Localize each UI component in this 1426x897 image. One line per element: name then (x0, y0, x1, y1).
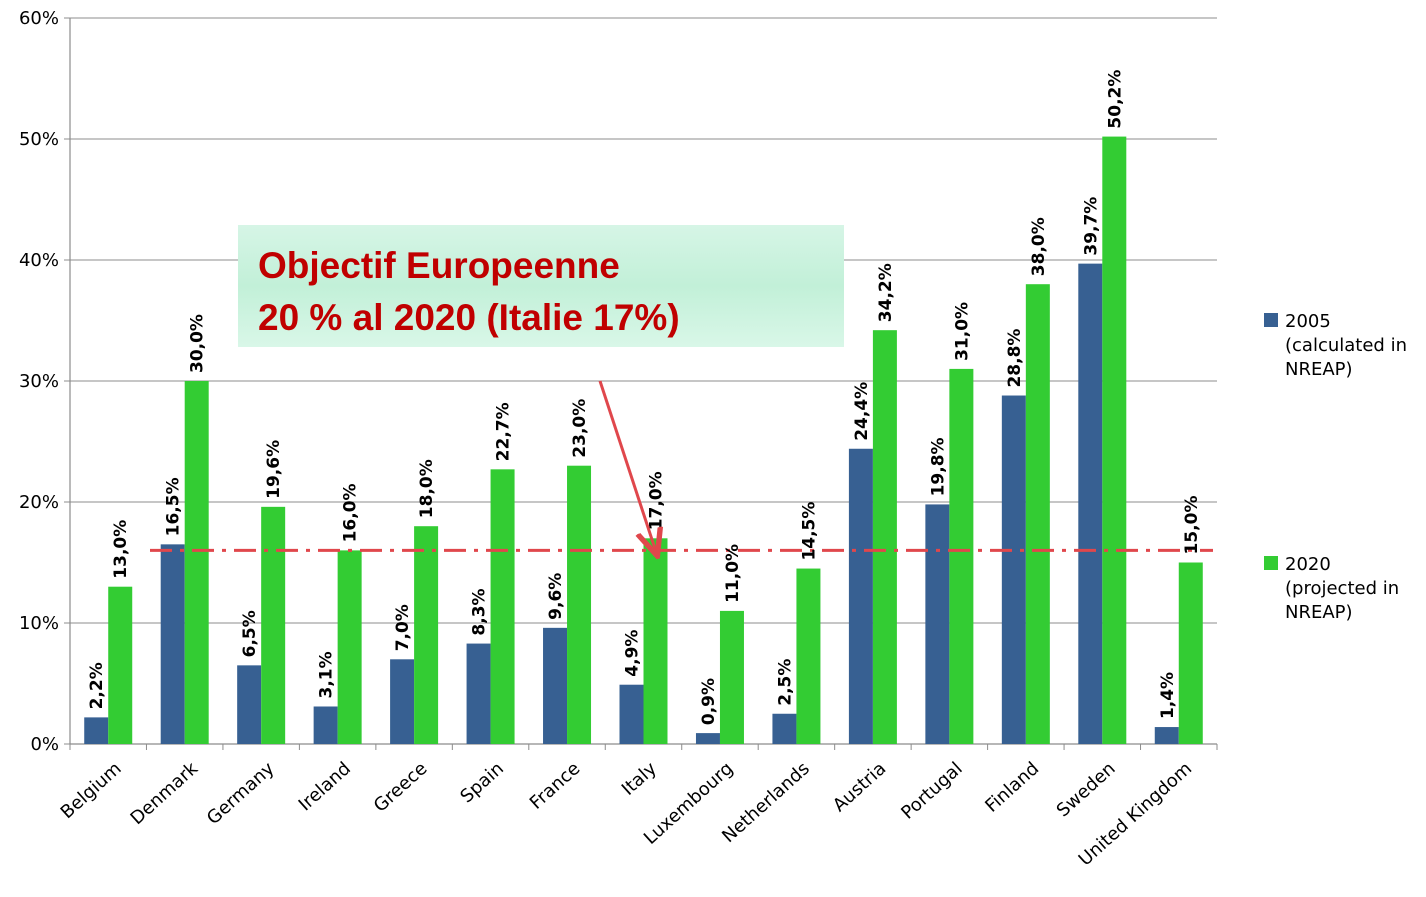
data-label: 1,4% (1158, 672, 1178, 719)
bar-2020 (1178, 562, 1203, 744)
data-label: 2,2% (87, 662, 107, 709)
callout-annotation: Objectif Europeenne 20 % al 2020 (Italie… (238, 225, 844, 347)
legend-label: NREAP) (1285, 602, 1353, 623)
bar-2020 (796, 568, 821, 744)
legend-swatch (1264, 556, 1278, 570)
data-label: 0,9% (699, 678, 719, 725)
bar-2005 (695, 733, 720, 744)
data-label: 34,2% (876, 263, 896, 322)
data-label: 18,0% (417, 459, 437, 518)
y-tick-label: 50% (19, 129, 59, 150)
bar-2020 (261, 506, 286, 744)
x-tick-label: Belgium (57, 758, 126, 823)
callout-arrow-line (598, 380, 656, 550)
bar-2005 (237, 665, 262, 744)
data-label: 14,5% (799, 502, 819, 561)
bar-2020 (1025, 284, 1050, 744)
data-label: 11,0% (723, 544, 743, 603)
data-label: 50,2% (1105, 70, 1125, 129)
x-tick-label: Ireland (295, 758, 355, 815)
x-tick-label: Germany (203, 758, 279, 829)
bar-2005 (772, 713, 797, 744)
legend: 2005 (calculated in NREAP) 2020 (projected i… (1264, 311, 1407, 623)
bars (84, 136, 1203, 744)
x-tick-label: Greece (370, 758, 432, 816)
bar-2005 (1078, 263, 1103, 744)
y-tick-label: 60% (19, 8, 59, 29)
legend-swatch (1264, 313, 1278, 327)
x-tick-label: Denmark (127, 758, 203, 829)
y-axis-tick-labels: 0% 10% 20% 30% 40% 50% 60% (19, 8, 59, 755)
bar-2020 (414, 526, 439, 744)
callout-line-1: Objectif Europeenne (258, 245, 620, 286)
bar-2020 (567, 465, 592, 744)
data-label: 23,0% (570, 399, 590, 458)
x-tick-label: Austria (829, 758, 890, 816)
bar-2005 (925, 504, 950, 744)
x-tick-label: Spain (456, 758, 507, 807)
data-label: 39,7% (1081, 197, 1101, 256)
data-label: 15,0% (1182, 496, 1202, 555)
data-label: 38,0% (1029, 217, 1049, 276)
data-label: 31,0% (952, 302, 972, 361)
data-label: 19,6% (264, 440, 284, 499)
data-label: 7,0% (393, 604, 413, 651)
data-label: 22,7% (494, 402, 514, 461)
callout-box (238, 225, 844, 347)
bar-2020 (643, 538, 668, 744)
bar-2005 (390, 659, 415, 744)
data-label: 30,0% (188, 314, 208, 373)
legend-label: (calculated in (1285, 335, 1407, 356)
bar-2005 (160, 544, 185, 744)
bar-2005 (1001, 395, 1026, 744)
bar-2020 (1102, 136, 1127, 744)
bar-2005 (619, 684, 644, 744)
x-tick-label: France (526, 758, 585, 814)
data-label: 9,6% (546, 573, 566, 620)
x-tick-label: Finland (981, 758, 1043, 817)
data-label: 16,0% (341, 483, 361, 542)
callout-line-2: 20 % al 2020 (Italie 17%) (258, 297, 680, 338)
bar-2005 (313, 706, 338, 744)
bar-2020 (337, 550, 362, 744)
data-label: 3,1% (317, 651, 337, 698)
bar-2005 (466, 643, 491, 744)
bar-2020 (184, 381, 209, 744)
data-label: 13,0% (111, 520, 131, 579)
data-label: 24,4% (852, 382, 872, 441)
bar-2020 (872, 330, 897, 744)
bar-2005 (84, 717, 109, 744)
data-label: 2,5% (775, 659, 795, 706)
y-tick-label: 0% (30, 734, 59, 755)
data-label: 4,9% (623, 630, 643, 677)
bar-2020 (949, 368, 974, 744)
bar-2005 (1154, 727, 1179, 744)
bar-2005 (543, 627, 568, 744)
data-label: 17,0% (647, 471, 667, 530)
data-label: 28,8% (1005, 329, 1025, 388)
data-labels: 2,2% 13,0% 16,5% 30,0% 6,5% 19,6% 3,1% 16,0% 7,0… (87, 70, 1202, 726)
legend-label: 2020 (1285, 554, 1331, 575)
data-label: 19,8% (928, 437, 948, 496)
x-tick-label: Portugal (897, 758, 966, 823)
bar-2020 (719, 610, 744, 744)
y-tick-label: 30% (19, 371, 59, 392)
bar-2005 (848, 448, 873, 744)
callout-arrow (598, 380, 656, 550)
bar-2020 (490, 469, 515, 744)
legend-label: (projected in (1285, 578, 1399, 599)
legend-label: 2005 (1285, 311, 1331, 332)
y-tick-label: 20% (19, 492, 59, 513)
legend-label: NREAP) (1285, 359, 1353, 380)
y-tick-label: 40% (19, 250, 59, 271)
x-tick-label: Sweden (1053, 758, 1120, 821)
bar-2020 (108, 586, 133, 744)
data-label: 6,5% (240, 610, 260, 657)
data-label: 16,5% (164, 477, 184, 536)
data-label: 8,3% (470, 588, 490, 635)
x-axis-tick-labels: Belgium Denmark Germany Ireland Greece Spain F… (57, 758, 1196, 871)
x-tick-label: Italy (618, 758, 661, 800)
y-tick-label: 10% (19, 613, 59, 634)
